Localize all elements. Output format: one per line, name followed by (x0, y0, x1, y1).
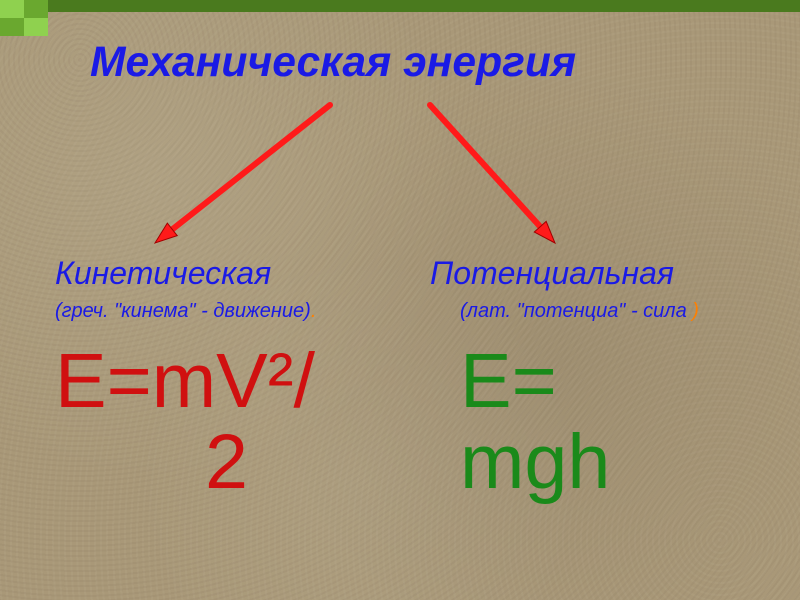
column-kinetic: Кинетическая (греч. "кинема" - движение)… (55, 255, 395, 503)
potential-etymology: (лат. "потенциа" - сила ) (460, 300, 770, 323)
kinetic-etymology-text: (греч. "кинема" - движение) (55, 300, 311, 322)
slide-content: Механическая энергия Кинетическая (греч.… (0, 0, 800, 600)
kinetic-etymology-dot: . (311, 300, 317, 322)
kinetic-formula-line2: 2 (55, 422, 395, 503)
kinetic-formula: Е=mV²/ 2 (55, 341, 395, 503)
potential-formula-line1: Е= (460, 341, 770, 422)
column-potential: Потенциальная (лат. "потенциа" - сила ) … (430, 255, 770, 503)
kinetic-formula-line1: Е=mV²/ (55, 341, 395, 422)
potential-etymology-paren: ) (692, 300, 699, 322)
potential-formula-line2: mgh (460, 422, 770, 503)
potential-etymology-text: (лат. "потенциа" - сила (460, 300, 692, 322)
kinetic-heading: Кинетическая (55, 255, 395, 292)
potential-heading: Потенциальная (430, 255, 770, 292)
kinetic-etymology: (греч. "кинема" - движение). (55, 300, 395, 323)
potential-formula: Е= mgh (460, 341, 770, 503)
